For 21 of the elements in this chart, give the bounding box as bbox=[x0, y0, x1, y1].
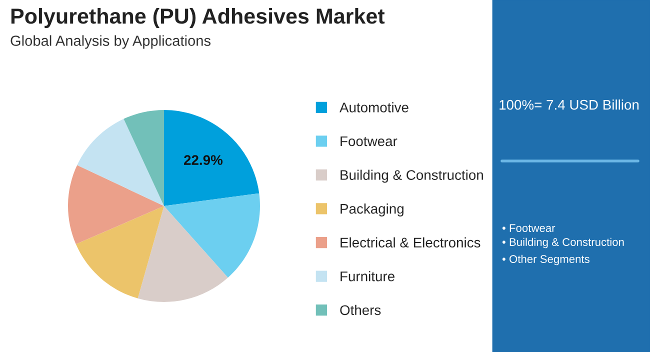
pie-slice bbox=[164, 110, 260, 206]
pie-slice bbox=[164, 193, 260, 278]
text: • Other Segments bbox=[502, 254, 590, 266]
data-label: 22.9% bbox=[184, 155, 223, 165]
pie-slice bbox=[76, 206, 164, 298]
pie-slice bbox=[77, 118, 164, 206]
text: • Footwear bbox=[502, 224, 556, 232]
legend-label: Footwear bbox=[340, 136, 398, 146]
pie-slice bbox=[68, 165, 164, 244]
text: • Building & Construction bbox=[502, 238, 624, 248]
legend-label: Others bbox=[340, 304, 381, 316]
chart-title: Polyurethane (PU) Adhesives Market bbox=[11, 8, 385, 28]
legend-label: Building & Construction bbox=[340, 170, 483, 183]
pie-slice bbox=[124, 110, 164, 206]
pie-slice bbox=[138, 206, 228, 302]
legend-label: Packaging bbox=[340, 204, 404, 216]
chart-subtitle: Global Analysis by Applications bbox=[10, 35, 211, 49]
text: 100%= 7.4 USD Billion bbox=[500, 100, 639, 110]
legend-label: Automotive bbox=[340, 102, 408, 112]
legend-label: Furniture bbox=[340, 271, 394, 282]
legend-label: Electrical & Electronics bbox=[340, 237, 480, 248]
